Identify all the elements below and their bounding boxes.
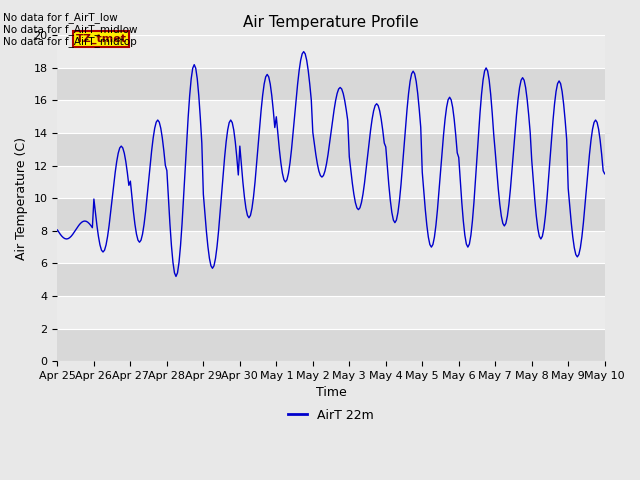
Text: TZ_tmet: TZ_tmet [76,34,127,44]
Text: No data for f_AirT_low: No data for f_AirT_low [3,12,118,23]
X-axis label: Time: Time [316,386,346,399]
Title: Air Temperature Profile: Air Temperature Profile [243,15,419,30]
Y-axis label: Air Temperature (C): Air Temperature (C) [15,137,28,260]
Bar [58,36,605,68]
Legend: AirT 22m: AirT 22m [284,404,379,427]
Bar [58,328,605,361]
Bar [58,198,605,231]
Bar [58,68,605,100]
Bar [58,100,605,133]
Text: No data for f_AirT_midlow: No data for f_AirT_midlow [3,24,138,35]
Bar [58,296,605,328]
Bar [58,133,605,166]
Bar [58,264,605,296]
Text: No data for f_AirT_midtop: No data for f_AirT_midtop [3,36,137,47]
Bar [58,231,605,264]
Bar [58,166,605,198]
